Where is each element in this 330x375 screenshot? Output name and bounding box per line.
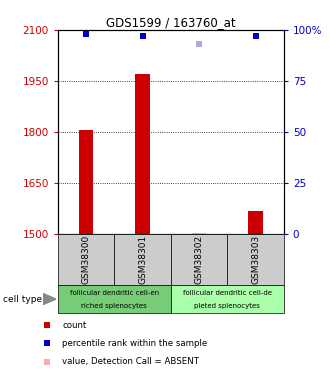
Bar [192, 232, 206, 234]
Point [45, 322, 50, 328]
Bar [58, 285, 171, 313]
Text: follicular dendritic cell-en: follicular dendritic cell-en [70, 290, 159, 296]
Bar [227, 234, 284, 285]
Point [83, 31, 89, 37]
Text: pleted splenocytes: pleted splenocytes [194, 303, 260, 309]
Bar [58, 234, 114, 285]
Text: riched splenocytes: riched splenocytes [82, 303, 147, 309]
Text: follicular dendritic cell-de: follicular dendritic cell-de [183, 290, 272, 296]
Point [140, 33, 145, 39]
Text: value, Detection Call = ABSENT: value, Detection Call = ABSENT [62, 357, 199, 366]
Point [45, 340, 50, 346]
Bar [171, 234, 227, 285]
Point [196, 41, 202, 47]
Point [45, 358, 50, 364]
Text: percentile rank within the sample: percentile rank within the sample [62, 339, 207, 348]
Bar [79, 130, 93, 234]
Text: GSM38300: GSM38300 [82, 235, 90, 284]
Text: GSM38303: GSM38303 [251, 235, 260, 284]
Bar [248, 210, 263, 234]
Polygon shape [43, 294, 56, 304]
Text: cell type: cell type [3, 295, 43, 304]
Bar [114, 234, 171, 285]
Point [253, 33, 258, 39]
Text: GSM38301: GSM38301 [138, 235, 147, 284]
Text: count: count [62, 321, 86, 330]
Bar [171, 285, 284, 313]
Bar [135, 74, 149, 234]
Text: GSM38302: GSM38302 [194, 235, 204, 284]
Title: GDS1599 / 163760_at: GDS1599 / 163760_at [106, 16, 236, 29]
